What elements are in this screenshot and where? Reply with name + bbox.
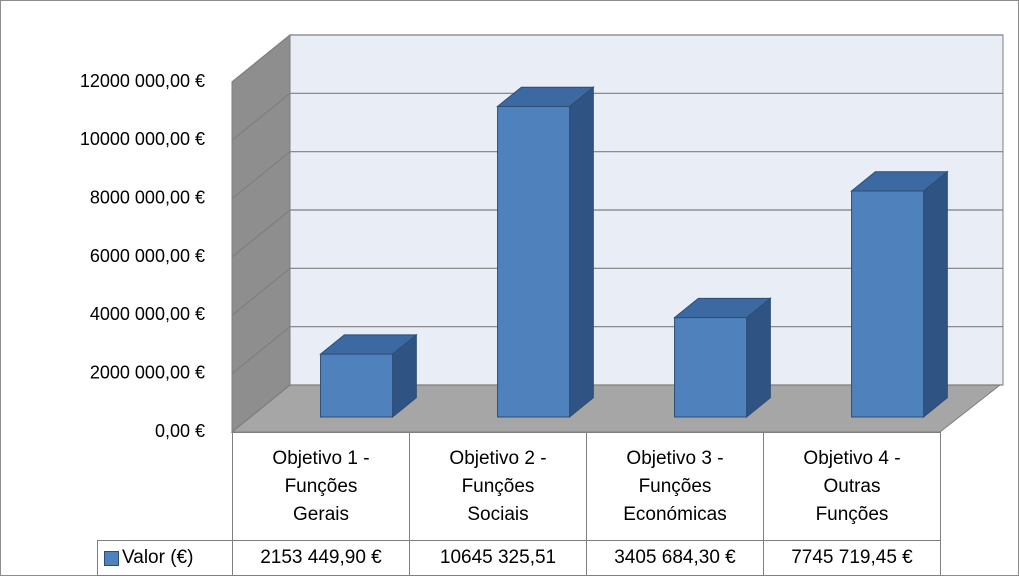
value-cell: 3405 684,30 € <box>586 540 764 576</box>
bar <box>319 333 418 419</box>
y-tick-label: 12000 000,00 € <box>80 71 205 91</box>
bar <box>496 86 595 419</box>
bar-front <box>497 105 571 418</box>
category-cell-text: Objetivo 1 - Funções Gerais <box>272 447 370 525</box>
y-tick-label: 10000 000,00 € <box>80 129 205 149</box>
bar <box>850 170 949 419</box>
bar <box>673 297 772 419</box>
value-cell: 7745 719,45 € <box>763 540 941 576</box>
category-cell-text: Objetivo 4 - Outras Funções <box>803 447 901 525</box>
value-cell-text: 10645 325,51 <box>439 547 557 568</box>
value-cell: 2153 449,90 € <box>232 540 410 576</box>
grid-line <box>231 267 1003 316</box>
grid-line <box>231 34 1003 83</box>
y-tick-label: 0,00 € <box>155 421 205 441</box>
category-cell: Objetivo 4 - Outras Funções <box>763 432 941 541</box>
y-tick-label: 2000 000,00 € <box>90 362 205 382</box>
legend-swatch <box>104 550 119 566</box>
category-cell: Objetivo 3 - Funções Económicas <box>586 432 764 541</box>
value-cell-text: 3405 684,30 € <box>614 547 736 568</box>
grid-line <box>231 209 1003 258</box>
bar-side <box>923 170 948 419</box>
grid-line <box>231 151 1003 200</box>
category-cell-text: Objetivo 3 - Funções Económicas <box>623 447 727 525</box>
grid-line <box>231 92 1003 141</box>
legend-cell: Valor (€) <box>97 540 233 576</box>
category-cell: Objetivo 2 - Funções Sociais <box>409 432 587 541</box>
bar-front <box>320 353 394 418</box>
value-cell-text: 2153 449,90 € <box>260 547 382 568</box>
y-tick-label: 4000 000,00 € <box>90 304 205 324</box>
value-cell-text: 7745 719,45 € <box>791 547 913 568</box>
category-cell-text: Objetivo 2 - Funções Sociais <box>449 447 547 525</box>
bar-side <box>569 86 594 419</box>
bar-front <box>674 317 748 418</box>
y-tick-label: 8000 000,00 € <box>90 187 205 207</box>
bar-side <box>746 297 771 419</box>
value-cell: 10645 325,51 <box>409 540 587 576</box>
y-tick-label: 6000 000,00 € <box>90 246 205 266</box>
legend-label: Valor (€) <box>122 547 194 568</box>
category-cell: Objetivo 1 - Funções Gerais <box>232 432 410 541</box>
bar-front <box>851 190 925 418</box>
